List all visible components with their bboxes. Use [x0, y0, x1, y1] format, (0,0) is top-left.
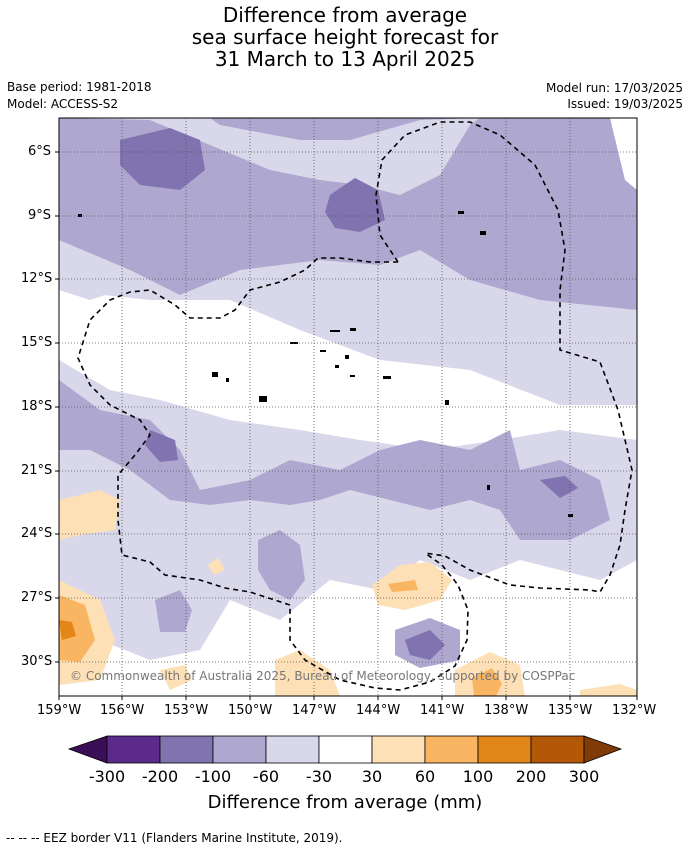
- title-line-3: 31 March to 13 April 2025: [214, 47, 476, 71]
- copyright-credit: © Commonwealth of Australia 2025, Bureau…: [70, 669, 576, 683]
- eez-borders: [77, 121, 633, 691]
- lon-label-153w: 153°W: [164, 703, 209, 718]
- colorbar-label-neg200: -200: [141, 767, 179, 786]
- lon-label-138w: 138°W: [484, 703, 529, 718]
- anomaly-fields: [59, 118, 637, 696]
- lat-label-24s: 24°S: [21, 526, 53, 541]
- base-period: Base period: 1981-2018: [7, 80, 152, 94]
- colorbar-label-neg60: -60: [252, 767, 280, 786]
- colorbar-title: Difference from average (mm): [207, 792, 483, 813]
- lon-label-135w: 135°W: [548, 703, 593, 718]
- colorbar-label-30: 30: [361, 767, 383, 786]
- colorbar: [67, 735, 623, 764]
- lon-label-144w: 144°W: [356, 703, 401, 718]
- lat-label-27s: 27°S: [21, 590, 53, 605]
- title-line-2: sea surface height forecast for: [191, 25, 499, 49]
- eez-legend-note: -- -- -- EEZ border V11 (Flanders Marine…: [6, 831, 343, 845]
- colorbar-label-neg300: -300: [88, 767, 126, 786]
- colorbar-label-100: 100: [462, 767, 494, 786]
- colorbar-label-200: 200: [515, 767, 547, 786]
- lat-label-6s: 6°S: [28, 144, 52, 159]
- colorbar-label-60: 60: [414, 767, 436, 786]
- lat-label-30s: 30°S: [21, 654, 53, 669]
- graticule: [59, 118, 637, 696]
- lon-label-147w: 147°W: [292, 703, 337, 718]
- lat-label-21s: 21°S: [21, 463, 53, 478]
- lat-label-12s: 12°S: [21, 271, 53, 286]
- lon-label-150w: 150°W: [228, 703, 273, 718]
- lat-label-15s: 15°S: [21, 335, 53, 350]
- colorbar-extend-low: [67, 735, 108, 764]
- colorbar-label-neg30: -30: [305, 767, 333, 786]
- map-title: Difference from average sea surface heig…: [0, 4, 690, 70]
- lat-label-9s: 9°S: [28, 208, 52, 223]
- axis-ticks: [55, 151, 638, 700]
- colorbar-label-neg100: -100: [194, 767, 232, 786]
- model-run: Model run: 17/03/2025: [545, 81, 683, 95]
- lon-label-156w: 156°W: [100, 703, 145, 718]
- model-name: Model: ACCESS-S2: [7, 97, 119, 111]
- lon-label-141w: 141°W: [420, 703, 465, 718]
- lon-label-132w: 132°W: [612, 703, 657, 718]
- issued-date: Issued: 19/03/2025: [567, 97, 683, 111]
- colorbar-label-300: 300: [568, 767, 600, 786]
- lat-label-18s: 18°S: [21, 399, 53, 414]
- title-line-1: Difference from average: [222, 3, 468, 27]
- lon-label-159w: 159°W: [37, 703, 82, 718]
- colorbar-extend-high: [583, 735, 623, 764]
